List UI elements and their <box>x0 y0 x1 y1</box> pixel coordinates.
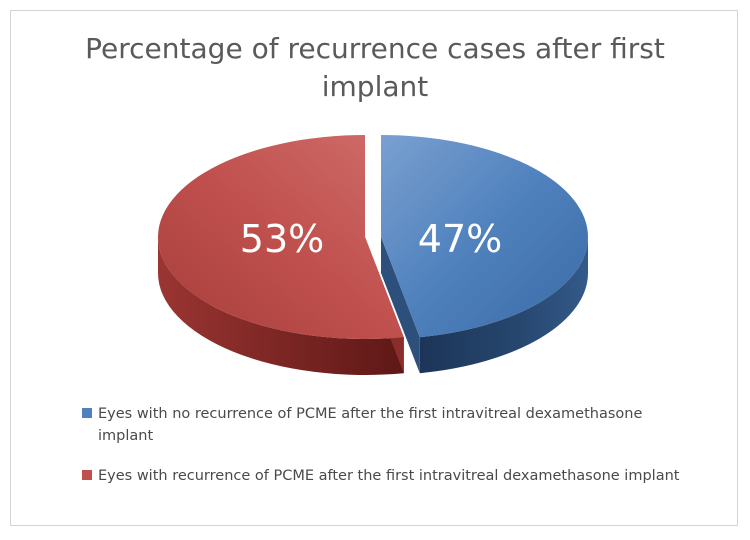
pie-data-label: 47% <box>418 217 502 261</box>
pie-slice-recurrence: 53% <box>157 135 404 375</box>
pie-data-label: 53% <box>240 217 324 261</box>
legend-swatch-red <box>82 470 92 480</box>
chart-title: Percentage of recurrence cases after fir… <box>85 32 665 103</box>
pie-slice-side <box>419 237 588 374</box>
pie-slice-top <box>381 135 588 338</box>
legend-label: Eyes with recurrence of PCME after the f… <box>98 468 680 484</box>
legend-item-recurrence: Eyes with recurrence of PCME after the f… <box>82 465 702 487</box>
legend-label: Eyes with no recurrence of PCME after th… <box>98 406 643 444</box>
pie-slice-cut-face <box>381 237 420 374</box>
legend: Eyes with no recurrence of PCME after th… <box>82 403 702 505</box>
pie-slice-top <box>157 135 404 339</box>
legend-item-no-recurrence: Eyes with no recurrence of PCME after th… <box>82 403 702 447</box>
pie-slice-side <box>158 237 404 375</box>
legend-swatch-blue <box>82 408 92 418</box>
pie-slice-no-recurrence: 47% <box>381 135 588 374</box>
